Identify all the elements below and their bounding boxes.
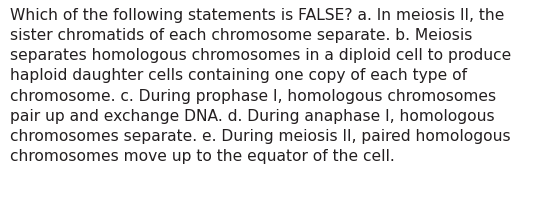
Text: Which of the following statements is FALSE? a. In meiosis II, the
sister chromat: Which of the following statements is FAL… (10, 8, 511, 164)
